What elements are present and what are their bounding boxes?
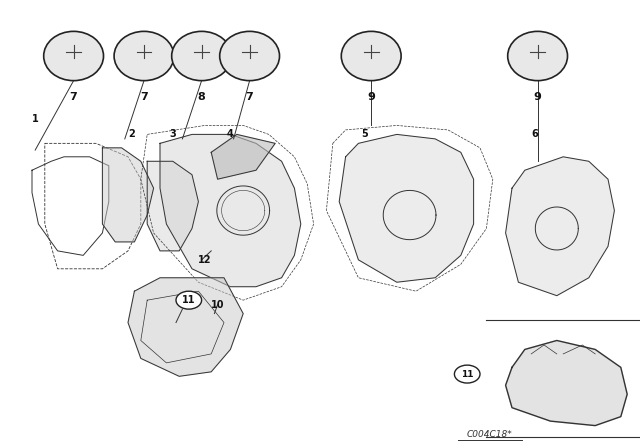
- Text: 7: 7: [140, 92, 148, 102]
- Ellipse shape: [341, 31, 401, 81]
- Text: 7: 7: [246, 92, 253, 102]
- Text: 4: 4: [227, 129, 234, 139]
- Ellipse shape: [220, 31, 280, 81]
- Text: 11: 11: [182, 295, 196, 305]
- Ellipse shape: [114, 31, 174, 81]
- Text: 2: 2: [128, 129, 134, 139]
- Text: 1: 1: [32, 114, 38, 124]
- Circle shape: [176, 291, 202, 309]
- Polygon shape: [128, 278, 243, 376]
- Text: 9: 9: [534, 92, 541, 102]
- Polygon shape: [147, 161, 198, 251]
- Ellipse shape: [508, 31, 568, 81]
- Ellipse shape: [44, 31, 104, 81]
- Text: C004C18*: C004C18*: [467, 430, 513, 439]
- Text: 7: 7: [70, 92, 77, 102]
- Ellipse shape: [172, 31, 232, 81]
- Polygon shape: [211, 134, 275, 179]
- Polygon shape: [506, 157, 614, 296]
- Text: 6: 6: [531, 129, 538, 139]
- Polygon shape: [102, 148, 154, 242]
- Text: 10: 10: [211, 300, 225, 310]
- Text: 9: 9: [367, 92, 375, 102]
- Polygon shape: [160, 134, 301, 287]
- Text: 11: 11: [461, 370, 474, 379]
- Text: 12: 12: [198, 255, 212, 265]
- Circle shape: [454, 365, 480, 383]
- Polygon shape: [506, 340, 627, 426]
- Text: 5: 5: [362, 129, 368, 139]
- Polygon shape: [339, 134, 474, 282]
- Text: 3: 3: [170, 129, 176, 139]
- Text: 11: 11: [460, 371, 474, 381]
- Text: 8: 8: [198, 92, 205, 102]
